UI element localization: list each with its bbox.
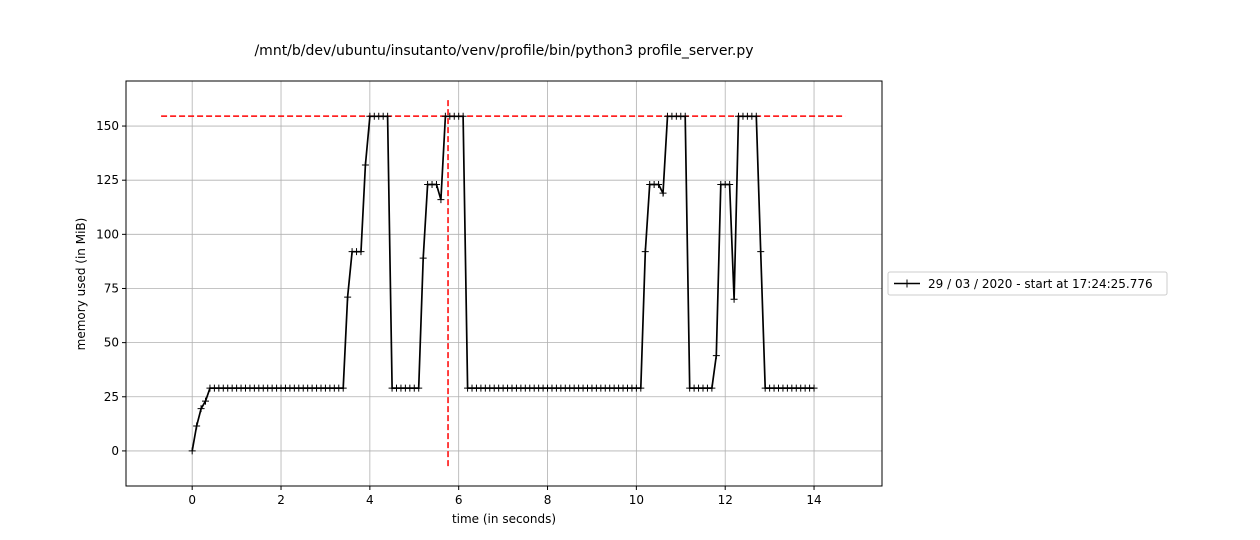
y-tick-label: 0 xyxy=(111,444,119,458)
data-point xyxy=(357,248,365,256)
x-tick-label: 12 xyxy=(718,493,733,507)
series-layer xyxy=(188,112,818,455)
y-tick-label: 125 xyxy=(96,173,119,187)
plot-frame xyxy=(125,80,883,487)
data-point xyxy=(437,196,445,204)
legend-marker xyxy=(903,279,911,288)
legend-box xyxy=(887,271,1168,296)
data-point xyxy=(188,447,196,455)
data-point xyxy=(339,384,347,392)
data-point xyxy=(641,248,649,256)
x-axis-label: time (in seconds) xyxy=(452,512,556,526)
legend-label: 29 / 03 / 2020 - start at 17:24:25.776 xyxy=(928,277,1153,291)
data-point xyxy=(757,248,765,256)
data-point xyxy=(726,181,734,189)
y-tick-label: 150 xyxy=(96,119,119,133)
data-point xyxy=(655,181,663,189)
data-point xyxy=(459,112,467,120)
data-point xyxy=(712,352,720,360)
x-tick-label: 2 xyxy=(277,493,285,507)
x-tick-label: 14 xyxy=(806,493,821,507)
y-tick-label: 75 xyxy=(104,281,119,295)
x-tick-label: 8 xyxy=(544,493,552,507)
data-point xyxy=(432,181,440,189)
max-markers xyxy=(161,100,846,467)
y-tick-label: 50 xyxy=(104,336,119,350)
x-tick-label: 4 xyxy=(366,493,374,507)
data-point xyxy=(708,384,716,392)
data-point xyxy=(202,397,210,405)
data-point xyxy=(193,422,201,430)
legend: 29 / 03 / 2020 - start at 17:24:25.776 xyxy=(887,271,1168,296)
data-point xyxy=(415,384,423,392)
data-point xyxy=(384,112,392,120)
data-point xyxy=(681,112,689,120)
y-axis-label: memory used (in MiB) xyxy=(74,218,88,351)
x-tick-label: 0 xyxy=(188,493,196,507)
data-point xyxy=(637,384,645,392)
series-line xyxy=(191,115,814,452)
data-point xyxy=(361,161,369,169)
data-point xyxy=(197,405,205,413)
x-tick-label: 6 xyxy=(455,493,463,507)
data-point xyxy=(810,384,818,392)
y-tick-label: 100 xyxy=(96,227,119,241)
data-point xyxy=(752,112,760,120)
data-point xyxy=(419,254,427,262)
data-point xyxy=(344,293,352,301)
x-tick-label: 10 xyxy=(629,493,644,507)
grid xyxy=(126,81,882,486)
data-point xyxy=(730,295,738,303)
chart-title: /mnt/b/dev/ubuntu/insutanto/venv/profile… xyxy=(254,43,753,59)
data-point xyxy=(659,189,667,197)
axis-ticks: 0 2 4 6 8 10 12 14 0 25 50 75 100 125 150 xyxy=(96,119,822,507)
y-tick-label: 25 xyxy=(104,390,119,404)
